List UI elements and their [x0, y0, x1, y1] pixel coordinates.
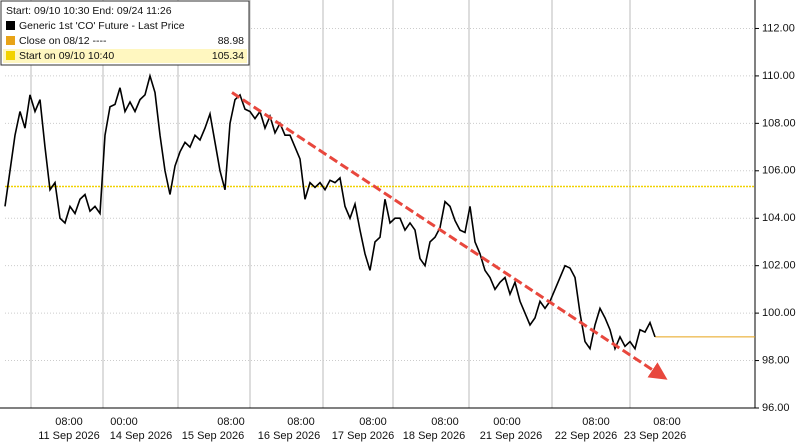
y-tick-label: 100.00 — [762, 307, 796, 319]
y-tick-label: 106.00 — [762, 165, 796, 177]
time-label: 08:00 — [653, 416, 681, 428]
legend-row-bg — [3, 49, 247, 63]
date-label: 11 Sep 2026 — [38, 430, 100, 442]
time-label: 00:00 — [110, 416, 138, 428]
y-tick-label: 104.00 — [762, 212, 796, 224]
date-label: 14 Sep 2026 — [110, 430, 172, 442]
time-label: 08:00 — [582, 416, 610, 428]
legend-header: Start: 09/10 10:30 End: 09/24 11:26 — [6, 5, 172, 17]
y-tick-label: 98.00 — [762, 354, 790, 366]
legend-label: Start on 09/10 10:40 — [19, 50, 114, 62]
date-label: 16 Sep 2026 — [258, 430, 320, 442]
legend-swatch — [6, 36, 15, 45]
y-tick-label: 108.00 — [762, 117, 796, 129]
date-label: 15 Sep 2026 — [182, 430, 244, 442]
date-label: 22 Sep 2026 — [555, 430, 617, 442]
legend-value: 88.98 — [218, 35, 244, 47]
legend-label: Close on 08/12 ---- — [19, 35, 107, 47]
legend-swatch — [6, 21, 15, 30]
time-label: 08:00 — [359, 416, 387, 428]
legend-value: 105.34 — [212, 50, 244, 62]
y-tick-label: 96.00 — [762, 402, 790, 414]
y-tick-label: 102.00 — [762, 260, 796, 272]
date-label: 21 Sep 2026 — [480, 430, 542, 442]
price-line — [4, 72, 656, 352]
y-tick-label: 112.00 — [762, 22, 795, 34]
trendline — [231, 91, 668, 380]
time-label: 08:00 — [287, 416, 315, 428]
legend-swatch — [6, 51, 15, 60]
date-label: 18 Sep 2026 — [403, 430, 465, 442]
y-tick-label: 110.00 — [762, 70, 795, 82]
date-label: 17 Sep 2026 — [332, 430, 394, 442]
legend-label: Generic 1st 'CO' Future - Last Price — [19, 20, 185, 32]
time-label: 08:00 — [55, 416, 83, 428]
time-label: 00:00 — [493, 416, 521, 428]
legend: Start: 09/10 10:30 End: 09/24 11:26 Gener… — [0, 0, 250, 66]
time-label: 08:00 — [431, 416, 459, 428]
time-label: 08:00 — [217, 416, 245, 428]
date-label: 23 Sep 2026 — [624, 430, 686, 442]
